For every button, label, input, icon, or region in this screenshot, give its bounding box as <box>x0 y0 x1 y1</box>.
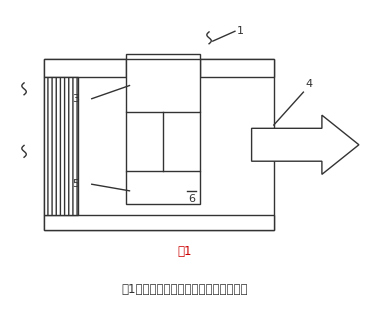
Text: 图1示出根据背景技术的空气质量流量计: 图1示出根据背景技术的空气质量流量计 <box>122 283 248 296</box>
Text: 6: 6 <box>189 194 196 204</box>
Text: 图1: 图1 <box>178 245 192 258</box>
Bar <box>126 59 200 112</box>
Text: 4: 4 <box>305 79 312 89</box>
Text: 3: 3 <box>73 94 80 104</box>
Polygon shape <box>252 115 359 174</box>
Bar <box>126 171 200 204</box>
Text: 5: 5 <box>73 179 80 189</box>
Bar <box>44 59 274 230</box>
Bar <box>44 215 274 230</box>
Bar <box>126 54 200 77</box>
Bar <box>44 59 274 77</box>
Text: 1: 1 <box>237 26 244 36</box>
Bar <box>44 77 78 215</box>
